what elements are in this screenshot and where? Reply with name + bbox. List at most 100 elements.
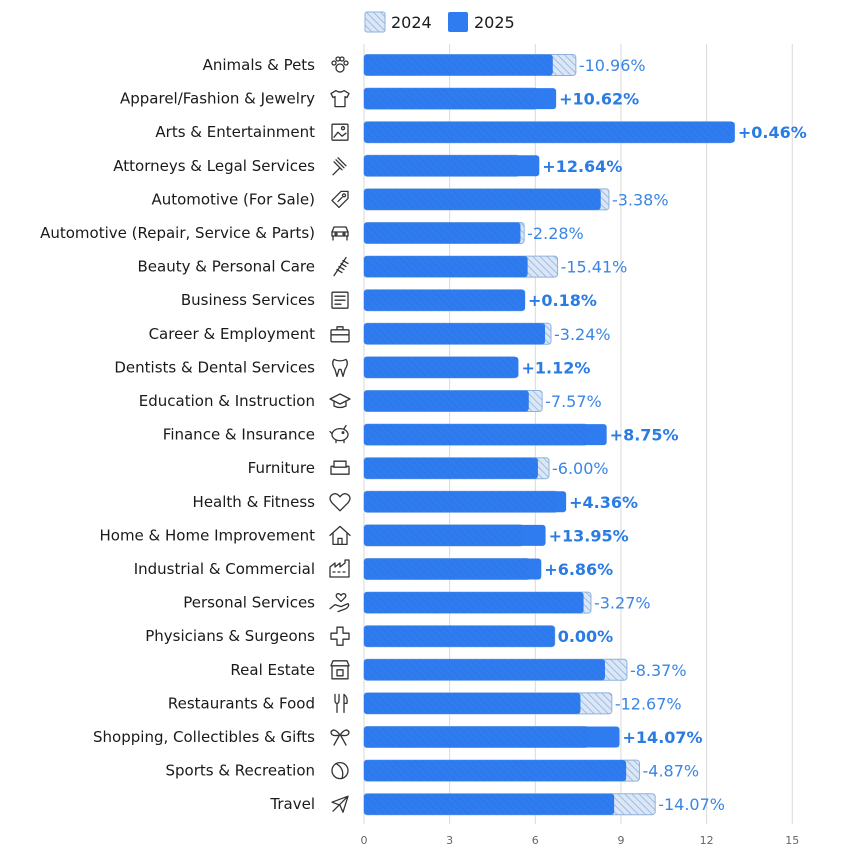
bar-overlap <box>364 558 530 580</box>
category-label: Beauty & Personal Care <box>138 258 315 276</box>
category-icons <box>329 56 351 813</box>
change-label: -8.37% <box>630 661 687 680</box>
bar-overlap <box>364 424 588 446</box>
change-label: +0.18% <box>528 291 597 310</box>
category-label: Physicians & Surgeons <box>145 627 315 645</box>
category-label: Real Estate <box>230 661 315 679</box>
change-label: +6.86% <box>544 560 613 579</box>
category-label: Personal Services <box>183 594 315 612</box>
category-label: Education & Instruction <box>139 392 315 410</box>
bar-overlap <box>364 793 615 815</box>
change-label: -12.67% <box>615 694 682 713</box>
fork-knife-icon <box>334 693 348 714</box>
change-label: -3.24% <box>554 325 611 344</box>
change-label: +14.07% <box>623 728 703 747</box>
bar-overlap <box>364 222 521 244</box>
graduation-cap-icon <box>329 393 351 409</box>
bar-overlap <box>364 726 589 748</box>
change-labels: -10.96% +10.62% +0.46% +12.64% -3.38% -2.28% -… <box>521 56 806 814</box>
bar-overlap <box>364 188 601 210</box>
heart-icon <box>329 493 351 512</box>
category-label: Restaurants & Food <box>168 694 315 712</box>
legend-label-2025: 2025 <box>474 13 515 32</box>
bar-overlap <box>364 390 529 412</box>
hand-heart-icon <box>329 592 350 613</box>
factory-icon <box>329 559 350 578</box>
paw-icon <box>331 56 349 73</box>
x-tick-label: 12 <box>700 834 714 847</box>
x-tick-label: 3 <box>446 834 453 847</box>
change-label: -15.41% <box>561 258 628 277</box>
medical-cross-icon <box>330 626 350 646</box>
bar-overlap <box>364 54 553 76</box>
change-label: +0.46% <box>738 123 807 142</box>
legend-swatch-2025 <box>448 12 468 32</box>
airplane-icon <box>331 795 349 813</box>
change-label: -6.00% <box>552 459 609 478</box>
bar-overlap <box>364 760 627 782</box>
category-label: Automotive (Repair, Service & Parts) <box>40 224 315 242</box>
x-tick-label: 0 <box>361 834 368 847</box>
bar-overlap <box>364 692 581 714</box>
comb-icon <box>333 256 349 277</box>
change-label: +4.36% <box>569 493 638 512</box>
change-label: -14.07% <box>658 795 725 814</box>
ball-icon <box>331 761 349 780</box>
legend-label-2024: 2024 <box>391 13 432 32</box>
gift-bow-icon <box>330 729 350 746</box>
bar-overlap <box>364 625 555 647</box>
category-label: Shopping, Collectibles & Gifts <box>93 728 315 746</box>
change-label: -7.57% <box>545 392 602 411</box>
category-label: Arts & Entertainment <box>155 123 315 141</box>
image-icon <box>331 123 349 141</box>
bar-overlap <box>364 256 528 278</box>
shirt-icon <box>330 89 350 108</box>
armchair-icon <box>330 460 350 475</box>
briefcase-icon <box>330 326 350 343</box>
x-tick-label: 6 <box>532 834 539 847</box>
bar-overlap <box>364 289 525 311</box>
x-tick-label: 9 <box>617 834 624 847</box>
bar-overlap <box>364 592 584 614</box>
category-label: Finance & Insurance <box>163 426 315 444</box>
gavel-icon <box>332 157 347 176</box>
piggy-bank-icon <box>329 424 349 444</box>
category-label: Health & Fitness <box>193 493 316 511</box>
x-tick-label: 15 <box>785 834 799 847</box>
change-label: +12.64% <box>542 157 622 176</box>
category-labels: Animals & Pets Apparel/Fashion & Jewelry A… <box>40 56 315 813</box>
category-label: Animals & Pets <box>203 56 316 74</box>
change-label: +10.62% <box>559 90 639 109</box>
x-axis-ticks: 0 3 6 9 12 15 <box>361 834 800 847</box>
category-label: Automotive (For Sale) <box>151 190 315 208</box>
change-label: +1.12% <box>521 358 590 377</box>
bar-overlap <box>364 323 546 345</box>
change-label: -2.28% <box>527 224 584 243</box>
category-label: Industrial & Commercial <box>134 560 315 578</box>
storefront-icon <box>330 660 350 680</box>
change-label: -3.27% <box>594 594 651 613</box>
category-label: Career & Employment <box>149 325 316 343</box>
category-label: Travel <box>269 795 315 813</box>
tag-icon <box>331 190 349 209</box>
change-label: 0.00% <box>558 627 614 646</box>
category-label: Home & Home Improvement <box>99 526 315 544</box>
tooth-icon <box>332 358 348 378</box>
bar-overlap <box>364 524 524 546</box>
document-icon <box>331 291 349 309</box>
bar-overlap <box>364 121 734 143</box>
car-icon <box>331 226 349 241</box>
bar-overlap <box>364 88 538 110</box>
category-label: Dentists & Dental Services <box>114 358 315 376</box>
category-label: Business Services <box>181 291 315 309</box>
category-label: Apparel/Fashion & Jewelry <box>120 90 315 108</box>
bar-overlap <box>364 356 517 378</box>
category-label: Sports & Recreation <box>165 762 315 780</box>
change-label: +13.95% <box>549 526 629 545</box>
legend-swatch-2024 <box>364 11 386 33</box>
house-icon <box>329 525 351 546</box>
category-label: Furniture <box>248 459 315 477</box>
change-label: -4.87% <box>643 762 700 781</box>
change-label: +8.75% <box>610 426 679 445</box>
